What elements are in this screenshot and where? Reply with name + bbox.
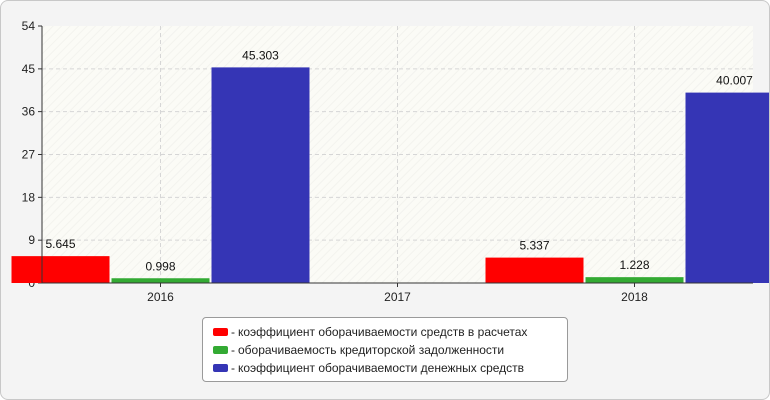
legend-label: коэффициент оборачиваемости средств в ра…	[238, 325, 528, 339]
legend: - коэффициент оборачиваемости средств в …	[202, 317, 568, 382]
y-tick-label: 18	[22, 190, 36, 204]
plot-area: 0918273645545.6450.99845.303201620175.33…	[11, 19, 769, 304]
legend-item: - коэффициент оборачиваемости денежных с…	[213, 359, 567, 377]
data-label: 40.007	[716, 74, 753, 88]
bar	[111, 278, 210, 283]
legend-swatch	[213, 346, 228, 354]
x-tick-label: 2016	[147, 290, 174, 304]
data-label: 45.303	[242, 48, 279, 62]
legend-item: - коэффициент оборачиваемости средств в …	[213, 323, 567, 341]
data-label: 5.645	[45, 237, 75, 251]
bar	[485, 257, 584, 283]
legend-swatch	[213, 364, 228, 372]
x-tick-label: 2018	[621, 290, 648, 304]
bar	[211, 67, 310, 283]
legend-swatch	[213, 328, 228, 336]
bar	[585, 277, 684, 283]
y-tick-label: 9	[28, 233, 35, 247]
legend-dash: -	[231, 361, 235, 375]
data-label: 0.998	[145, 259, 175, 273]
x-tick-label: 2017	[384, 290, 411, 304]
legend-dash: -	[231, 343, 235, 357]
legend-dash: -	[231, 325, 235, 339]
bar	[685, 92, 769, 283]
legend-label: коэффициент оборачиваемости денежных сре…	[238, 361, 525, 375]
y-tick-label: 45	[22, 62, 36, 76]
y-tick-label: 54	[22, 19, 36, 33]
bar	[11, 256, 110, 283]
legend-item: - оборачиваемость кредиторской задолженн…	[213, 341, 567, 359]
data-label: 5.337	[519, 239, 549, 253]
y-tick-label: 27	[22, 148, 36, 162]
data-label: 1.228	[619, 258, 649, 272]
legend-label: оборачиваемость кредиторской задолженнос…	[238, 343, 505, 357]
y-tick-label: 36	[22, 105, 36, 119]
